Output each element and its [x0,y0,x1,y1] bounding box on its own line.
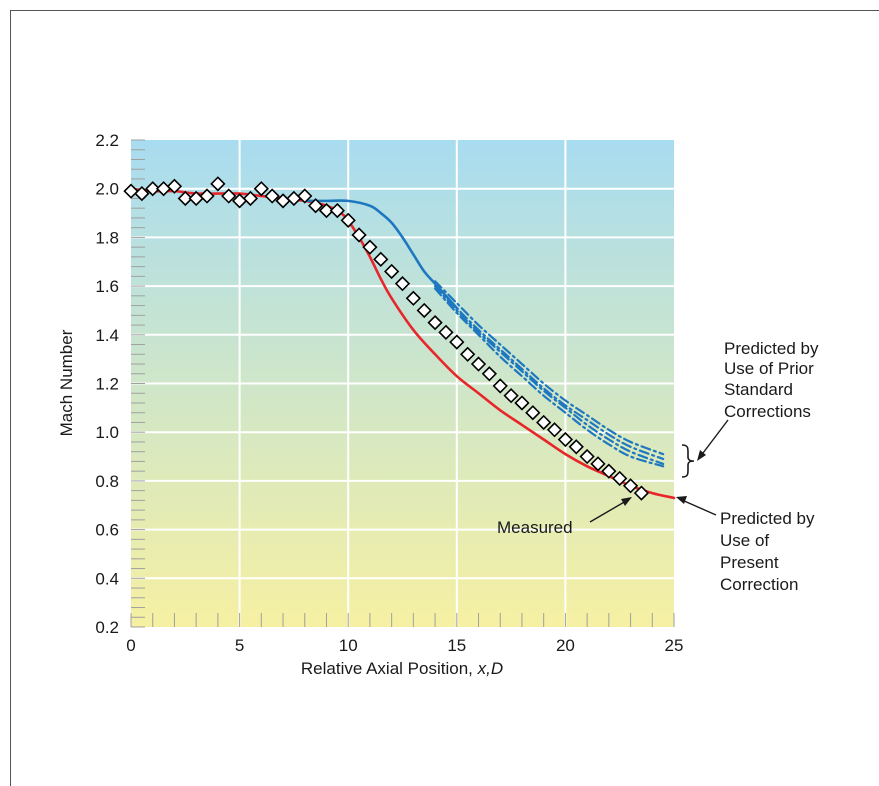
minor-ticks [130,139,675,628]
measured-point [221,188,237,204]
x-tick-label: 10 [339,636,358,655]
present-arrow [681,499,717,516]
y-tick-label: 0.8 [95,472,119,491]
frame-top-border [10,10,879,11]
measured-point [568,439,584,455]
annotation-prior-line-2: Use of Prior [724,359,814,378]
measured-point [612,470,628,487]
x-tick-label: 5 [235,636,244,655]
x-tick-label: 15 [447,636,466,655]
measured-point [405,290,421,306]
measured-point [242,190,259,207]
y-tick-label: 1.8 [95,228,119,247]
measured-point [329,202,345,219]
measured-point [503,388,519,404]
series-line-6 [433,287,665,468]
measured-point [601,463,617,479]
measured-point [166,178,183,194]
measured-point [438,324,454,340]
annotation-present-line-1: Predicted by [720,509,815,528]
measured-point [557,431,574,448]
annotation-measured: Measured [497,518,573,537]
prior-arrowhead-icon [697,450,706,461]
measured-point [546,422,563,438]
measured-point [307,198,324,214]
measured-point [177,190,193,207]
annotation-prior-line-1: Predicted by [724,339,819,358]
series-line-2 [303,199,459,310]
measured-point [340,212,356,228]
measured-point [416,302,432,319]
measured-point [590,456,606,472]
x-tick-label: 20 [556,636,575,655]
measured-point [384,263,400,280]
measured-point [373,251,389,267]
measured-point [460,346,476,362]
measured-point [514,395,530,411]
series-lines [129,187,676,500]
annotation-present-line-3: Present [720,553,779,572]
measured-arrow [589,500,627,523]
measured-point [134,185,150,202]
y-tick-label: 2.2 [95,131,119,150]
measured-point [394,276,411,292]
grid-lines [131,140,674,627]
tick-labels: 0.2 0.4 0.6 0.8 1.0 1.2 1.4 1.6 1.8 2.0 2.2 0 5 10 15 2… [95,131,683,655]
present-arrowhead-icon [676,496,687,504]
y-tick-label: 1.6 [95,277,119,296]
series-line-4 [433,282,665,461]
measured-point [199,188,215,204]
measured-point [253,181,269,197]
measured-point [481,366,498,382]
measured-point [633,485,650,501]
brace-icon [681,444,695,478]
measured-point [318,202,335,219]
measured-point [210,176,226,192]
y-tick-label: 0.2 [95,618,119,637]
y-tick-label: 2.0 [95,180,119,199]
measured-point [470,356,487,372]
prior-arrow [699,419,729,458]
annotation-prior-line-3: Standard [724,380,793,399]
measured-point [427,314,443,331]
y-tick-label: 1.4 [95,326,119,345]
x-tick-label: 25 [665,636,684,655]
series-line-3 [433,280,665,456]
measured-point [536,414,552,431]
measured-point [362,239,378,255]
measured-point [579,448,595,465]
annotation-present-line-2: Use of [720,531,769,550]
measured-point [123,183,139,199]
y-tick-label: 0.6 [95,521,119,540]
annotations: Predicted by Use of Prior Standard Corre… [497,339,819,594]
measured-point [525,405,541,421]
measured-point [622,478,639,494]
measured-arrowhead-icon [621,497,632,506]
measured-point [297,188,313,204]
measured-point [492,378,508,394]
annotation-present-line-4: Correction [720,575,798,594]
measured-point [449,334,465,350]
annotation-prior-line-4: Corrections [724,402,811,421]
measured-markers [123,176,650,501]
y-tick-label: 0.4 [95,569,119,588]
x-axis-title: Relative Axial Position, x,D [301,659,503,678]
measured-point [145,181,161,197]
x-tick-label: 0 [126,636,135,655]
y-axis-title: Mach Number [57,329,76,436]
frame-left-border [10,10,11,786]
measured-point [351,227,367,243]
series-line-5 [433,285,665,465]
measured-point [264,188,280,204]
y-tick-label: 1.0 [95,423,119,442]
y-tick-label: 1.2 [95,375,119,394]
